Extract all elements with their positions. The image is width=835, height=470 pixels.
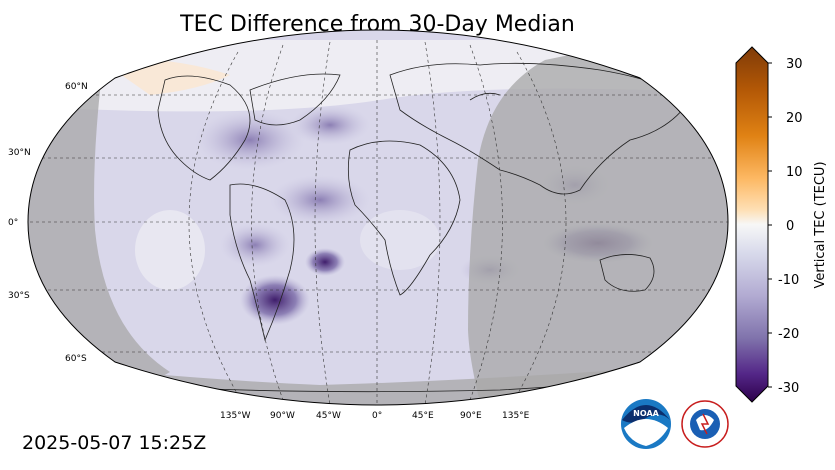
lon-label: 45°E: [412, 411, 434, 421]
colorbar-tick: -20: [778, 327, 799, 342]
graticule: [28, 40, 728, 405]
lon-label: 0°: [372, 411, 382, 421]
colorbar-tick: 30: [786, 57, 803, 72]
colorbar: 30 20 10 0 -10 -20 -30 Vertical TEC (TEC…: [735, 46, 828, 403]
timestamp: 2025-05-07 15:25Z: [22, 432, 207, 454]
globe-outline: [27, 29, 729, 406]
lon-label: 45°W: [316, 411, 341, 421]
colorbar-tick: -30: [778, 381, 799, 396]
lon-label: 90°E: [460, 411, 482, 421]
nws-logo: [681, 400, 729, 448]
lat-label: 60°S: [65, 354, 87, 364]
colorbar-tick: -10: [778, 273, 799, 288]
lon-label: 90°W: [270, 411, 295, 421]
noaa-logo: NOAA: [621, 399, 671, 449]
lon-label: 135°E: [502, 411, 530, 421]
colorbar-tick: 10: [786, 165, 803, 180]
night-shade-east: [468, 30, 728, 405]
lat-label: 0°: [8, 218, 18, 228]
noaa-logo-text: NOAA: [633, 409, 659, 418]
lat-label: 30°N: [8, 148, 31, 158]
lat-label: 60°N: [65, 82, 88, 92]
colorbar-tick: 0: [786, 219, 794, 234]
colorbar-tick: 20: [786, 111, 803, 126]
colorbar-label: Vertical TEC (TECU): [813, 161, 828, 288]
lon-label: 135°W: [220, 411, 251, 421]
lat-label: 30°S: [8, 291, 30, 301]
